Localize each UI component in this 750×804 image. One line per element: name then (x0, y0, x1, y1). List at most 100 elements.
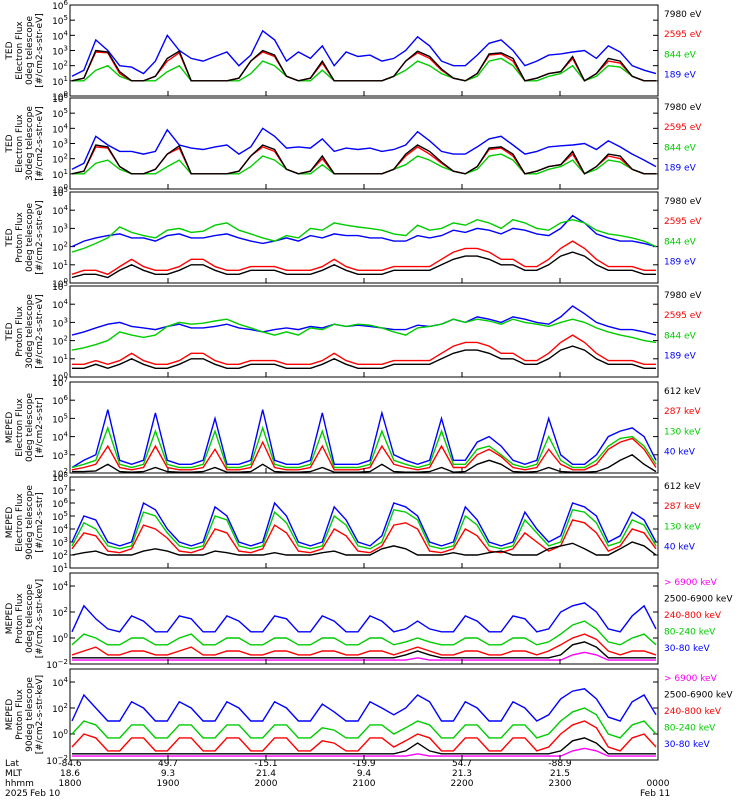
y-tick-label: 106 (52, 394, 68, 407)
legend-entry: 2595 eV (664, 30, 702, 40)
y-tick-label: 102 (52, 241, 68, 254)
y-tick-label: 104 (52, 523, 68, 536)
y-axis-label: MEPEDElectron Flux0deg telescope[#/cm2-s… (5, 393, 45, 463)
series-line (71, 602, 657, 633)
legend-entry: 240-800 keV (664, 611, 722, 621)
legend-entry: 40 keV (664, 543, 696, 553)
x-tick-label: -15.1 (254, 759, 277, 769)
series-group (71, 305, 657, 370)
y-axis-label: TEDElectron Flux0deg telescope[#/cm2-s-s… (5, 13, 45, 88)
x-tick-label: 0000 (647, 779, 670, 789)
series-line (72, 345, 656, 370)
legend-entry: 30-80 keV (664, 740, 710, 750)
y-tick-label: 102 (52, 335, 68, 348)
series-line (71, 720, 657, 752)
x-tick-label: 54.7 (452, 759, 472, 769)
y-tick-label: 104 (52, 431, 68, 444)
panel-7: 10−2 100 102 104 MEPEDProton Flux0deg telesc… (5, 572, 733, 671)
legend-entry: 7980 eV (664, 103, 702, 113)
y-tick-label: 101 (52, 353, 68, 366)
y-tick-label: 105 (52, 107, 68, 120)
x-tick-label: 2000 (255, 779, 278, 789)
y-tick-label: 103 (52, 222, 68, 235)
y-tick-label: 10−2 (46, 658, 68, 671)
y-axis-label: MEPEDProton Flux0deg telescope[#/cm2-s-s… (5, 579, 45, 658)
legend-entry: 80-240 keV (664, 724, 716, 734)
series-line (71, 251, 656, 279)
series-line (71, 146, 656, 175)
series-line (72, 737, 656, 755)
series-line (71, 127, 657, 170)
x-tick-label: 2300 (549, 779, 572, 789)
series-group (71, 409, 657, 473)
series-line (72, 747, 656, 757)
panel-frame (69, 4, 659, 97)
y-tick-label: 104 (52, 29, 68, 42)
y-tick-label: 104 (52, 204, 68, 217)
legend-entry: 287 keV (664, 502, 701, 512)
series-line (71, 633, 657, 656)
x-tick-label: -88.9 (548, 759, 572, 769)
x-tick-label: 1900 (157, 779, 180, 789)
y-tick-label: 106 (52, 0, 68, 12)
x-row-label: MLT (5, 769, 23, 779)
x-tick-label: -19.9 (352, 759, 376, 769)
y-tick-label: 104 (52, 298, 68, 311)
x-tick-label: 9.4 (357, 769, 372, 779)
y-tick-label: 104 (52, 580, 68, 593)
legend-entry: 844 eV (664, 237, 697, 247)
legend-entry: 189 eV (664, 258, 697, 268)
y-axis-label: TEDProton Flux0deg telescope[#/cm2-s-str… (5, 200, 45, 275)
legend-entry: 612 keV (664, 482, 701, 492)
legend-entry: 844 eV (664, 50, 697, 60)
y-tick-label: 102 (52, 702, 68, 715)
panel-frame (69, 191, 659, 284)
series-line (71, 240, 656, 276)
series-line (71, 425, 657, 469)
x-tick-label: Feb 11 (640, 789, 670, 799)
y-tick-label: 103 (52, 138, 68, 151)
series-line (72, 641, 656, 659)
x-tick-label: 21.3 (452, 769, 472, 779)
x-tick-label: 18.6 (60, 769, 80, 779)
x-tick-label: -84.6 (58, 759, 82, 769)
legend-entry: 7980 eV (664, 10, 702, 20)
y-tick-label: 103 (52, 45, 68, 58)
series-line (71, 541, 657, 556)
y-tick-label: 100 (52, 728, 68, 741)
legend-entry: 130 keV (664, 427, 701, 437)
x-row-label: Lat (5, 759, 20, 769)
y-tick-label: 104 (52, 122, 68, 135)
y-axis-label: TEDProton Flux30deg telescope[#/cm2-s-st… (5, 294, 45, 369)
series-line (71, 49, 656, 82)
legend-entry: 80-240 keV (664, 628, 716, 638)
panel-frame (69, 285, 659, 378)
y-tick-label: 104 (52, 676, 68, 689)
x-row-label: 2025 (5, 789, 28, 799)
series-line (71, 144, 656, 175)
x-tick-label: 21.4 (256, 769, 276, 779)
x-tick-label: 2100 (353, 779, 376, 789)
x-tick-label: 21.5 (550, 769, 570, 779)
y-tick-label: 102 (52, 60, 68, 73)
legend-entry: 287 keV (664, 407, 701, 417)
legend-entry: 40 keV (664, 448, 696, 458)
legend-entry: 2500-6900 keV (664, 595, 733, 605)
x-tick-label: 2200 (451, 779, 474, 789)
series-line (71, 29, 657, 77)
y-tick-label: 103 (52, 316, 68, 329)
y-tick-label: 100 (52, 632, 68, 645)
series-line (71, 218, 657, 253)
legend-entry: 130 keV (664, 522, 701, 532)
legend-entry: 7980 eV (664, 197, 702, 207)
legend-entry: 2595 eV (664, 311, 702, 321)
series-line (71, 688, 657, 722)
legend-entry: 189 eV (664, 71, 697, 81)
series-group (71, 688, 657, 757)
series-group (71, 127, 657, 175)
y-axis-label: TEDElectron Flux30deg telescope[#/cm2-s-… (5, 106, 45, 181)
